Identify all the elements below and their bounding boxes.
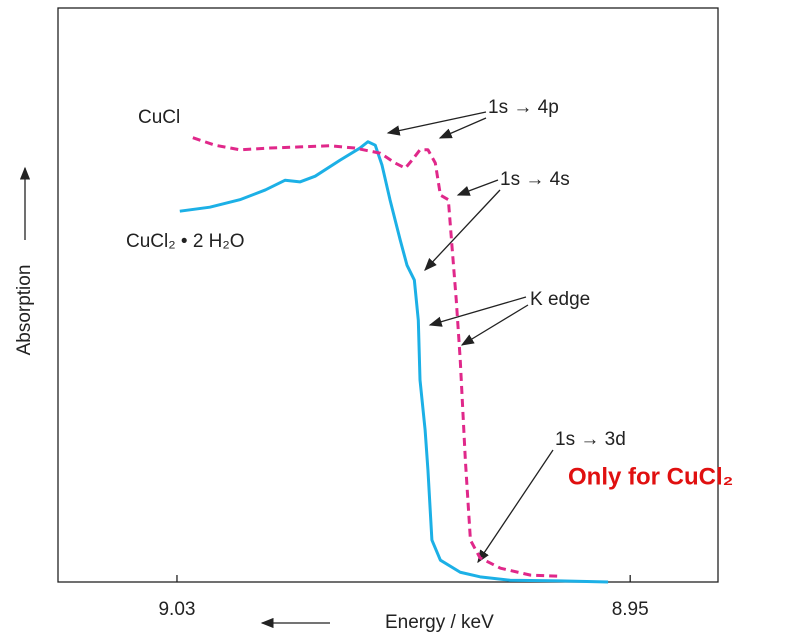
annotation: K edge — [530, 289, 590, 310]
series-line — [179, 140, 609, 584]
arrows — [19, 111, 554, 629]
annotation: 1s → 4p — [488, 97, 559, 118]
series-line — [192, 136, 560, 578]
series-label: CuCl — [138, 107, 180, 128]
annotation: Only for CuCl₂ — [568, 463, 733, 490]
x-axis-label: Energy / keV — [385, 612, 494, 633]
x-tick-label: 9.03 — [158, 599, 195, 620]
x-tick-label: 8.95 — [612, 599, 649, 620]
series-label: CuCl₂ • 2 H₂O — [126, 231, 245, 252]
plot-frame — [57, 7, 719, 583]
y-axis-label: Absorption — [14, 265, 35, 356]
annotation: 1s → 4s — [500, 169, 570, 190]
annotation: 1s → 3d — [555, 429, 626, 450]
